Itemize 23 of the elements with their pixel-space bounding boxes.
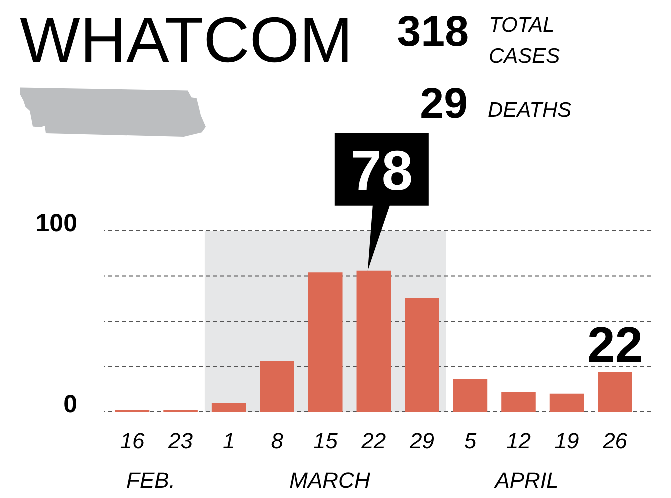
x-tick-label: 15 — [313, 428, 339, 454]
x-tick-label: 23 — [168, 428, 194, 454]
x-tick-label: 1 — [222, 428, 236, 454]
text: FEB. — [126, 468, 176, 493]
x-tick-label: 5 — [464, 428, 478, 454]
y-tick-label: 100 — [36, 210, 78, 238]
text: DEATHS — [488, 99, 572, 122]
text: 318 — [397, 8, 469, 56]
x-tick-label: 29 — [408, 428, 434, 454]
x-tick-label: 8 — [271, 428, 284, 454]
text: TOTAL CASES — [489, 14, 560, 68]
x-tick-label: 12 — [506, 428, 531, 454]
x-tick-label: 19 — [554, 428, 580, 454]
data-label: 22 — [587, 317, 644, 374]
text: MARCH — [290, 468, 370, 493]
x-tick-label: 26 — [602, 428, 628, 454]
x-tick-label: 22 — [360, 428, 386, 454]
y-tick-label: 0 — [64, 390, 78, 418]
text: 29 — [420, 80, 468, 128]
x-tick-label: 16 — [120, 428, 146, 454]
chart-title: WHATCOM — [20, 4, 353, 76]
text: APRIL — [493, 468, 559, 493]
data-label: 78 — [350, 138, 414, 202]
